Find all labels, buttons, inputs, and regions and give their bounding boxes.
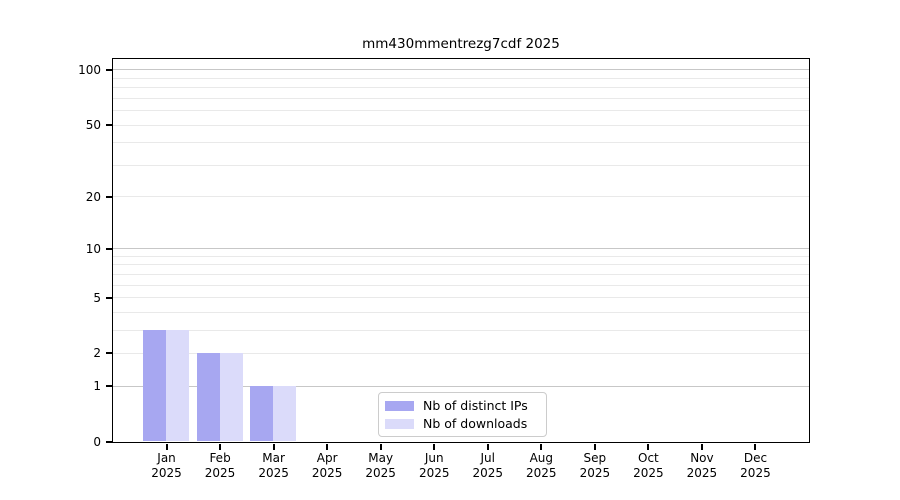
x-tick-label: Dec 2025 (740, 451, 771, 480)
legend-swatch-downloads-icon (385, 418, 414, 429)
bar-nb-of-downloads (166, 329, 190, 442)
y-axis-tick (105, 352, 112, 355)
x-tick-label: Sep 2025 (579, 451, 611, 480)
legend-label-downloads: Nb of downloads (423, 415, 528, 431)
legend-label-distinct-ips: Nb of distinct IPs (423, 397, 528, 413)
x-axis-tick (165, 443, 168, 450)
gridline-decade (112, 248, 809, 250)
gridline-decade (112, 385, 809, 387)
y-axis-tick (105, 296, 112, 299)
x-tick-label: May 2025 (365, 451, 396, 480)
y-axis-tick (105, 195, 112, 198)
x-tick-label: Mar 2025 (258, 451, 289, 480)
bar-nb-of-downloads (219, 352, 243, 442)
x-axis-tick (700, 443, 703, 450)
y-axis-tick (105, 441, 112, 443)
bar-nb-of-distinct-ips (143, 329, 167, 442)
x-tick-label: Nov 2025 (686, 451, 718, 480)
gridline-decade (112, 69, 809, 71)
y-axis-tick (105, 247, 112, 250)
legend-item-downloads: Nb of downloads (385, 415, 546, 431)
x-tick-label: Feb 2025 (204, 451, 236, 480)
x-axis-tick (593, 443, 596, 450)
gridline-minor (112, 329, 809, 331)
y-tick-label: 5 (93, 290, 101, 305)
x-axis-tick (433, 443, 436, 450)
gridline-minor (112, 110, 809, 112)
bar-nb-of-distinct-ips (196, 352, 220, 442)
chart-title: mm430mmentrezg7cdf 2025 (362, 36, 560, 52)
y-tick-label: 20 (85, 189, 101, 204)
x-axis-tick (326, 443, 329, 450)
y-tick-label: 10 (85, 241, 101, 256)
x-axis-tick (647, 443, 650, 450)
gridline-minor (112, 264, 809, 266)
x-tick-label: Aug 2025 (526, 451, 557, 480)
y-tick-label: 100 (78, 62, 101, 77)
x-tick-label: Apr 2025 (311, 451, 343, 480)
gridline-minor (112, 124, 809, 126)
x-axis-tick (486, 443, 489, 450)
y-tick-label: 2 (93, 346, 101, 361)
x-tick-label: Jul 2025 (472, 451, 504, 480)
x-axis-tick (272, 443, 275, 450)
x-axis-tick (754, 443, 757, 450)
y-tick-label: 1 (93, 379, 101, 394)
x-tick-label: Oct 2025 (633, 451, 664, 480)
gridline-minor (112, 164, 809, 166)
x-tick-label: Jun 2025 (418, 451, 450, 480)
gridline-minor (112, 255, 809, 257)
gridline-minor (112, 297, 809, 299)
y-tick-label: 50 (85, 118, 101, 133)
bar-nb-of-distinct-ips (250, 385, 274, 442)
y-axis-tick (105, 385, 112, 388)
gridline-minor (112, 284, 809, 286)
plot-area (111, 57, 810, 443)
y-axis-tick (105, 68, 112, 71)
gridline-minor (112, 352, 809, 354)
gridline-minor (112, 311, 809, 313)
x-axis-tick (219, 443, 222, 450)
gridline-minor (112, 196, 809, 198)
x-tick-label: Jan 2025 (151, 451, 182, 480)
legend-item-distinct-ips: Nb of distinct IPs (385, 397, 546, 413)
x-axis-tick (379, 443, 382, 450)
legend-swatch-distinct-ips-icon (385, 400, 414, 411)
gridline-minor (112, 142, 809, 144)
bar-nb-of-downloads (273, 385, 297, 442)
gridline-minor (112, 77, 809, 79)
x-axis-tick (540, 443, 543, 450)
gridline-minor (112, 97, 809, 99)
gridline-minor (112, 273, 809, 275)
y-axis-tick (105, 124, 112, 127)
gridline-minor (112, 87, 809, 89)
y-tick-label: 0 (93, 435, 101, 449)
legend: Nb of distinct IPs Nb of downloads (378, 392, 547, 437)
